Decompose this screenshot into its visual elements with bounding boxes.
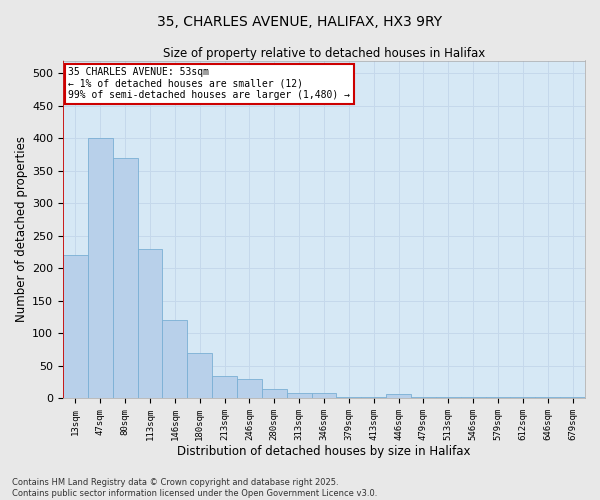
Bar xyxy=(311,393,337,398)
Bar xyxy=(237,379,262,398)
Bar xyxy=(560,397,585,398)
Text: Contains HM Land Registry data © Crown copyright and database right 2025.
Contai: Contains HM Land Registry data © Crown c… xyxy=(12,478,377,498)
Bar xyxy=(461,397,485,398)
Bar xyxy=(88,138,113,398)
Text: 35 CHARLES AVENUE: 53sqm
← 1% of detached houses are smaller (12)
99% of semi-de: 35 CHARLES AVENUE: 53sqm ← 1% of detache… xyxy=(68,68,350,100)
Bar xyxy=(361,397,386,398)
Text: 35, CHARLES AVENUE, HALIFAX, HX3 9RY: 35, CHARLES AVENUE, HALIFAX, HX3 9RY xyxy=(157,15,443,29)
Bar xyxy=(262,390,287,398)
Bar xyxy=(163,320,187,398)
Bar xyxy=(436,397,461,398)
Bar xyxy=(386,394,411,398)
Bar xyxy=(337,397,361,398)
Y-axis label: Number of detached properties: Number of detached properties xyxy=(15,136,28,322)
Bar xyxy=(113,158,137,398)
Title: Size of property relative to detached houses in Halifax: Size of property relative to detached ho… xyxy=(163,48,485,60)
Bar xyxy=(485,397,511,398)
X-axis label: Distribution of detached houses by size in Halifax: Distribution of detached houses by size … xyxy=(177,444,471,458)
Bar xyxy=(287,393,311,398)
Bar xyxy=(411,397,436,398)
Bar xyxy=(535,397,560,398)
Bar xyxy=(63,256,88,398)
Bar xyxy=(511,397,535,398)
Bar xyxy=(187,353,212,399)
Bar xyxy=(137,249,163,398)
Bar xyxy=(212,376,237,398)
